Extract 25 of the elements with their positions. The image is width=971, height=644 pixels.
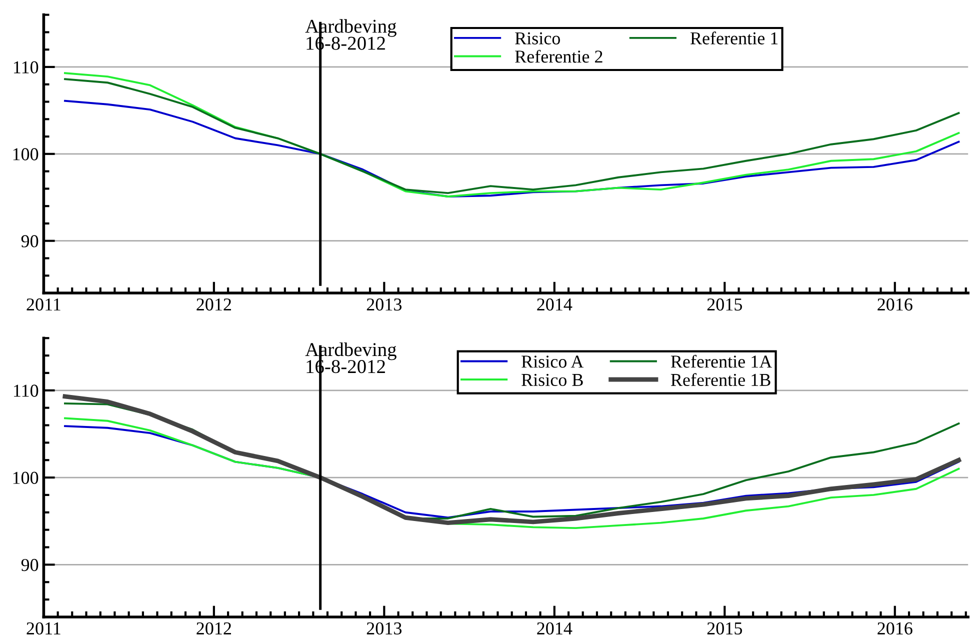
x-tick-label: 2016 (878, 622, 912, 635)
y-tick-label: 110 (14, 384, 38, 397)
y-tick-label: 100 (13, 472, 38, 484)
legend-label: Referentie 1B (670, 373, 770, 386)
x-tick-label: 2016 (878, 298, 912, 311)
y-tick-label: 90 (21, 235, 38, 248)
legend-label: Referentie 2 (515, 50, 602, 63)
x-tick-label: 2013 (366, 298, 402, 311)
legend-label: Risico A (522, 356, 584, 368)
x-tick-label: 2013 (366, 622, 402, 635)
legend-label: Risico B (522, 374, 583, 386)
x-tick-label: 2015 (707, 622, 742, 635)
x-tick-label: 2011 (26, 298, 60, 311)
y-tick-label: 90 (21, 558, 38, 572)
y-tick-label: 100 (13, 148, 38, 160)
x-tick-label: 2011 (26, 622, 60, 635)
x-tick-label: 2012 (196, 622, 231, 635)
x-tick-label: 2014 (537, 622, 572, 635)
x-tick-label: 2014 (537, 298, 572, 311)
x-tick-label: 2015 (707, 298, 742, 311)
y-tick-label: 110 (14, 61, 38, 74)
legend-label: Referentie 1A (670, 354, 772, 368)
legend-label: Risico (515, 32, 560, 44)
x-tick-label: 2012 (196, 298, 231, 311)
legend-label: Referentie 1 (690, 32, 778, 44)
